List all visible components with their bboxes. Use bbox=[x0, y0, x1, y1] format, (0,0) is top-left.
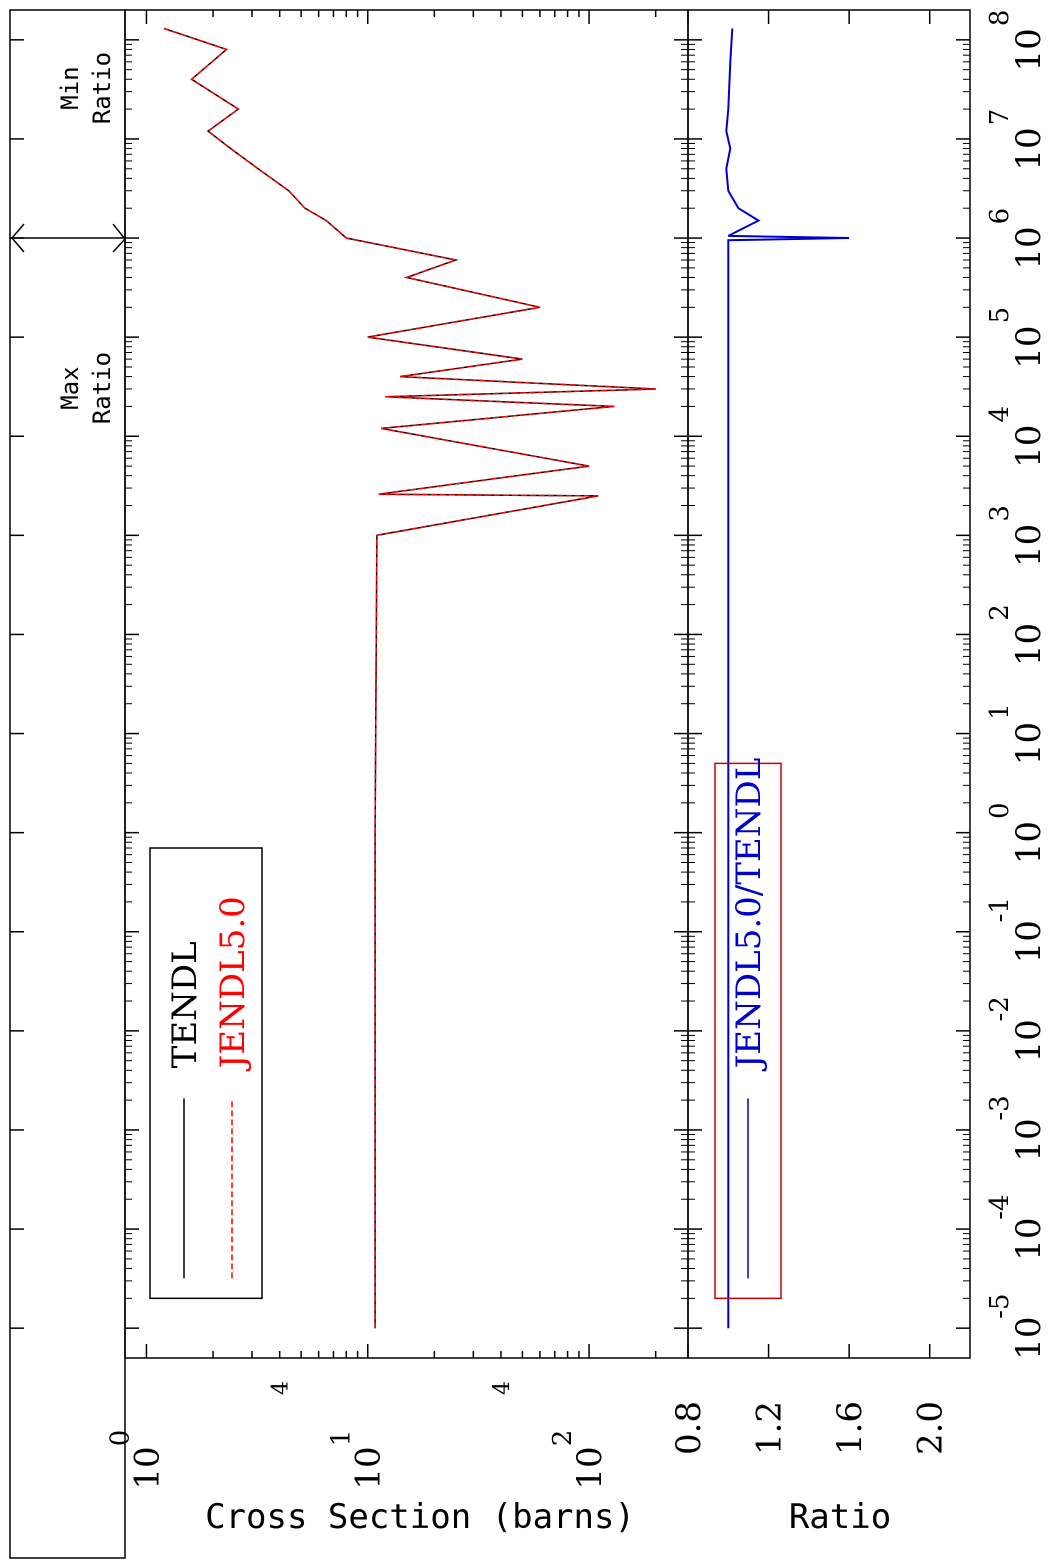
rotated-plot: Cross Section (barns) Ratio 10-510-410-3… bbox=[9, 9, 1048, 1559]
x-tick-label-exponent: 7 bbox=[985, 109, 1015, 126]
x-tick-label-exponent: 6 bbox=[985, 208, 1015, 225]
x-tick-label-exponent: 4 bbox=[985, 406, 1015, 423]
x-tick-label: 10 bbox=[1009, 722, 1048, 765]
x-tick-label: 10 bbox=[1009, 127, 1048, 170]
y-tick-label-exponent: 0 bbox=[105, 1430, 135, 1447]
x-tick-label: 10 bbox=[1009, 326, 1048, 369]
y-tick-label: 4 bbox=[269, 1381, 294, 1395]
x-tick-label-exponent: 0 bbox=[985, 802, 1015, 819]
legend-entry-jendl: JENDL5.0 bbox=[213, 896, 253, 1071]
x-tick-label-exponent: 8 bbox=[985, 10, 1015, 27]
x-tick-label: 10 bbox=[1009, 28, 1048, 71]
x-tick-label-exponent: -2 bbox=[985, 996, 1015, 1021]
plot-frames bbox=[9, 9, 971, 1559]
x-tick-label: 10 bbox=[1009, 1317, 1048, 1360]
ratio-y-tick-label: 0.8 bbox=[669, 1401, 709, 1455]
ratio-y-tick-label: 2.0 bbox=[911, 1401, 951, 1455]
max-ratio-label: Max bbox=[56, 366, 84, 409]
annotation-frame bbox=[9, 9, 126, 1559]
series-line-tendl bbox=[163, 27, 656, 1329]
x-tick-label-exponent: 2 bbox=[985, 604, 1015, 621]
legend-top: TENDL JENDL5.0 bbox=[149, 847, 263, 1300]
x-tick-label: 10 bbox=[1009, 623, 1048, 666]
x-tick-label-exponent: 3 bbox=[985, 505, 1015, 522]
min-ratio-label-2: Ratio bbox=[88, 52, 116, 124]
ratio-frame bbox=[687, 9, 971, 1359]
y-axis-title-cross-section: Cross Section (barns) bbox=[205, 1497, 635, 1537]
y-tick-label: 10 bbox=[349, 1446, 389, 1489]
min-arrow bbox=[112, 223, 126, 253]
x-tick-label-exponent: -4 bbox=[985, 1194, 1015, 1219]
x-tick-label-exponent: -3 bbox=[985, 1095, 1015, 1120]
x-tick-label: 10 bbox=[1009, 425, 1048, 468]
x-tick-label: 10 bbox=[1009, 524, 1048, 567]
x-tick-label: 10 bbox=[1009, 1019, 1048, 1062]
x-tick-label-exponent: 5 bbox=[985, 307, 1015, 324]
axis-tick-labels: 10-510-410-310-210-110010110210310410510… bbox=[105, 10, 1048, 1490]
y-tick-label: 10 bbox=[127, 1446, 167, 1489]
axis-ticks bbox=[10, 9, 970, 1358]
legend-top-box bbox=[149, 847, 263, 1300]
series-line-jendl50 bbox=[163, 27, 656, 1329]
legend-entry-ratio: JENDL5.0/TENDL bbox=[729, 758, 769, 1072]
y-tick-label-exponent: 2 bbox=[548, 1430, 578, 1447]
cross-section-frame bbox=[124, 9, 689, 1359]
legend-bottom: JENDL5.0/TENDL bbox=[714, 758, 782, 1300]
y-tick-label-exponent: 1 bbox=[327, 1430, 357, 1447]
x-tick-label: 10 bbox=[1009, 1118, 1048, 1161]
x-tick-label-exponent: 1 bbox=[985, 703, 1015, 720]
y-tick-label: 10 bbox=[570, 1446, 610, 1489]
x-tick-label: 10 bbox=[1009, 1217, 1048, 1260]
x-tick-label: 10 bbox=[1009, 226, 1048, 269]
ratio-y-tick-label: 1.2 bbox=[750, 1401, 790, 1455]
chart-series bbox=[163, 27, 850, 1329]
legend-bottom-box bbox=[714, 762, 782, 1300]
x-tick-label: 10 bbox=[1009, 920, 1048, 963]
series-line-ratio bbox=[725, 28, 850, 1329]
x-tick-label-exponent: -5 bbox=[985, 1294, 1015, 1319]
ratio-y-tick-label: 1.6 bbox=[830, 1401, 870, 1455]
legend-entry-tendl: TENDL bbox=[165, 941, 205, 1068]
x-tick-label-exponent: -1 bbox=[985, 897, 1015, 922]
max-ratio-label-2: Ratio bbox=[88, 352, 116, 424]
max-arrow bbox=[11, 223, 25, 253]
ratio-annotations: Max Ratio Min Ratio bbox=[10, 52, 126, 424]
min-ratio-label: Min bbox=[56, 66, 84, 109]
x-tick-label: 10 bbox=[1009, 821, 1048, 864]
y-tick-label: 4 bbox=[490, 1381, 515, 1395]
y-axis-title-ratio: Ratio bbox=[789, 1497, 891, 1537]
